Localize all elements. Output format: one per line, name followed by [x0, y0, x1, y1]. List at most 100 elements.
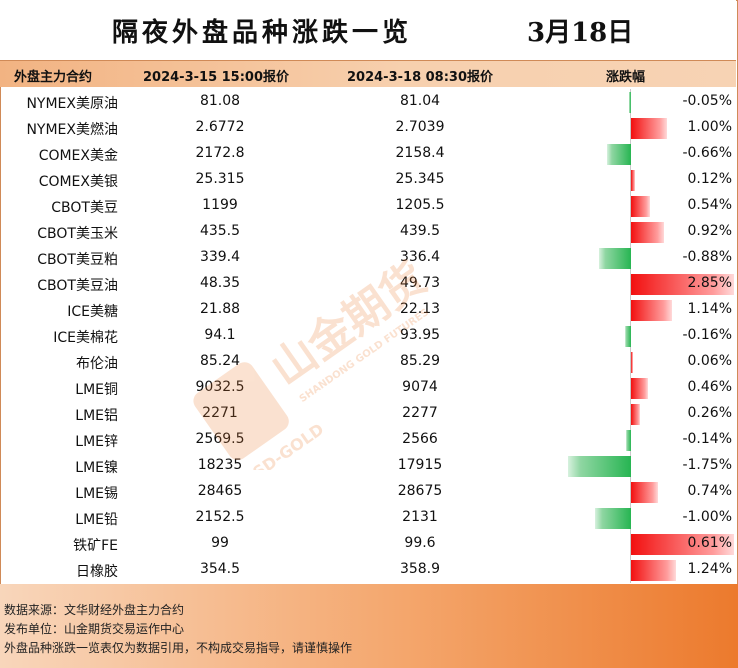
change-bar — [607, 144, 631, 165]
header-change: 涨跌幅 — [606, 70, 646, 85]
table-row: COMEX美金 2172.8 2158.4 -0.66% — [0, 141, 736, 167]
price-before: 21.88 — [199, 301, 241, 317]
change-percent: 1.24% — [687, 561, 732, 577]
contract-name: ICE美糖 — [67, 304, 118, 320]
table-body: NYMEX美原油 81.08 81.04 -0.05% NYMEX美燃油 2.6772 2.… — [0, 89, 736, 583]
table-row: CBOT美豆粕 339.4 336.4 -0.88% — [0, 245, 736, 271]
price-after: 93.95 — [399, 327, 441, 343]
table-row: CBOT美玉米 435.5 439.5 0.92% — [0, 219, 736, 245]
price-after: 2566 — [402, 431, 438, 447]
table-row: LME铝 2271 2277 0.26% — [0, 401, 736, 427]
price-before: 9032.5 — [195, 379, 245, 395]
price-before: 435.5 — [199, 223, 241, 239]
price-before: 48.35 — [199, 275, 241, 291]
price-after: 439.5 — [399, 223, 441, 239]
contract-name: CBOT美玉米 — [37, 226, 118, 242]
price-after: 25.345 — [395, 171, 445, 187]
change-bar — [595, 508, 631, 529]
table-row: CBOT美豆 1199 1205.5 0.54% — [0, 193, 736, 219]
price-after: 22.13 — [399, 301, 441, 317]
change-percent: 0.61% — [687, 535, 732, 551]
contract-name: NYMEX美燃油 — [26, 122, 118, 138]
change-percent: 0.12% — [687, 171, 732, 187]
change-bar — [626, 430, 631, 451]
table-header: 外盘主力合约 2024-3-15 15:00报价 2024-3-18 08:30… — [0, 61, 736, 87]
table-row: LME铅 2152.5 2131 -1.00% — [0, 505, 736, 531]
table-row: LME锌 2569.5 2566 -0.14% — [0, 427, 736, 453]
change-percent: 0.92% — [687, 223, 732, 239]
price-before: 94.1 — [204, 327, 236, 343]
change-bar — [631, 404, 640, 425]
change-percent: -0.05% — [682, 93, 732, 109]
contract-name: LME锡 — [75, 486, 118, 502]
price-after: 2.7039 — [395, 119, 445, 135]
price-after: 358.9 — [399, 561, 441, 577]
footer-disclaimer: 外盘品种涨跌一览表仅为数据引用，不构成交易指导，请谨慎操作 — [4, 641, 353, 655]
change-bar — [599, 248, 631, 269]
price-before: 339.4 — [199, 249, 241, 265]
table-row: LME镍 18235 17915 -1.75% — [0, 453, 736, 479]
table-row: ICE美棉花 94.1 93.95 -0.16% — [0, 323, 736, 349]
price-before: 2271 — [202, 405, 238, 421]
change-bar — [568, 456, 631, 477]
change-bar — [631, 274, 734, 295]
change-bar — [631, 560, 676, 581]
change-bar — [631, 118, 667, 139]
change-bar — [631, 378, 648, 399]
contract-name: CBOT美豆 — [51, 200, 118, 216]
price-after: 85.29 — [399, 353, 441, 369]
price-after: 336.4 — [399, 249, 441, 265]
contract-name: COMEX美银 — [38, 174, 118, 190]
change-bar — [631, 222, 664, 243]
footer-publisher: 发布单位：山金期货交易运作中心 — [4, 622, 185, 636]
price-after: 9074 — [402, 379, 438, 395]
title-row: 隔夜外盘品种涨跌一览 3月18日 — [0, 0, 736, 61]
page-title: 隔夜外盘品种涨跌一览 — [112, 18, 413, 48]
price-before: 2.6772 — [195, 119, 245, 135]
change-bar — [631, 352, 633, 373]
table-row: COMEX美银 25.315 25.345 0.12% — [0, 167, 736, 193]
contract-name: CBOT美豆油 — [37, 278, 118, 294]
change-bar — [631, 170, 635, 191]
change-percent: 0.54% — [687, 197, 732, 213]
footer: 数据来源：文华财经外盘主力合约 发布单位：山金期货交易运作中心 外盘品种涨跌一览… — [0, 584, 738, 668]
change-bar — [625, 326, 631, 347]
contract-name: COMEX美金 — [38, 148, 118, 164]
price-after: 28675 — [397, 483, 443, 499]
table-row: NYMEX美燃油 2.6772 2.7039 1.00% — [0, 115, 736, 141]
price-before: 2152.5 — [195, 509, 245, 525]
change-bar — [629, 92, 631, 113]
contract-name: LME铝 — [75, 408, 118, 424]
price-after: 81.04 — [399, 93, 441, 109]
change-bar — [631, 300, 672, 321]
price-after: 2158.4 — [395, 145, 445, 161]
change-percent: -1.00% — [682, 509, 732, 525]
price-before: 1199 — [202, 197, 238, 213]
contract-name: LME铜 — [75, 382, 118, 398]
price-before: 99 — [211, 535, 229, 551]
change-percent: -1.75% — [682, 457, 732, 473]
change-percent: -0.16% — [682, 327, 732, 343]
table-row: 日橡胶 354.5 358.9 1.24% — [0, 557, 736, 583]
contract-name: LME镍 — [75, 460, 118, 476]
header-price-before: 2024-3-15 15:00报价 — [143, 70, 290, 85]
price-after: 99.6 — [404, 535, 436, 551]
price-after: 49.73 — [399, 275, 441, 291]
change-bar — [631, 482, 658, 503]
price-before: 2569.5 — [195, 431, 245, 447]
change-bar — [631, 196, 650, 217]
price-before: 81.08 — [199, 93, 241, 109]
table-row: LME锡 28465 28675 0.74% — [0, 479, 736, 505]
contract-name: ICE美棉花 — [53, 330, 118, 346]
price-after: 2131 — [402, 509, 438, 525]
change-bar — [631, 534, 734, 555]
change-percent: 0.06% — [687, 353, 732, 369]
change-percent: -0.88% — [682, 249, 732, 265]
table-row: NYMEX美原油 81.08 81.04 -0.05% — [0, 89, 736, 115]
contract-name: LME锌 — [75, 434, 118, 450]
contract-name: CBOT美豆粕 — [37, 252, 118, 268]
price-after: 2277 — [402, 405, 438, 421]
change-percent: -0.66% — [682, 145, 732, 161]
change-percent: 1.14% — [687, 301, 732, 317]
change-percent: 1.00% — [687, 119, 732, 135]
